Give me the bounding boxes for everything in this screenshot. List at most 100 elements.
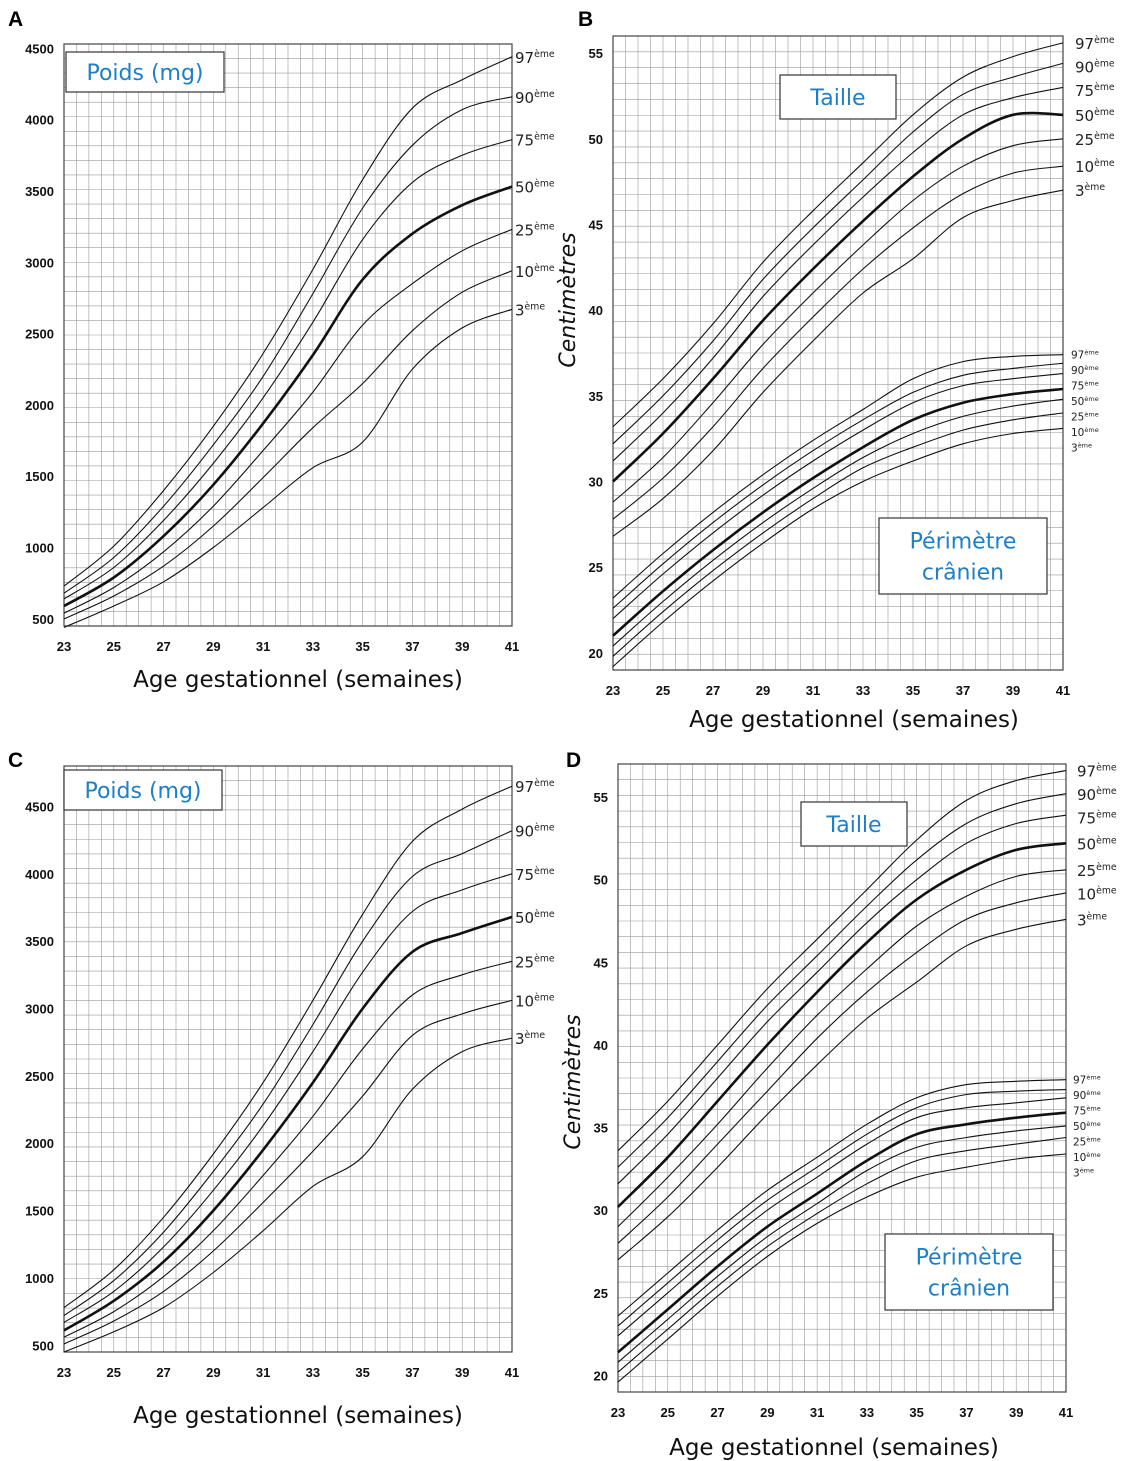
percentile-labels: 97ème 90ème 75ème 50ème 25ème 10ème 3ème 97ème 9… xyxy=(1073,763,1117,1180)
series-line-p50-perimetre xyxy=(612,387,1064,637)
chart-panel-d: 23 25 27 29 31 33 35 37 39 41 20 25 30 35 40 45 50 55 Age … xyxy=(561,749,1117,1461)
percentile-label-97: 97ème xyxy=(515,49,555,67)
percentile-label-75: 75ème xyxy=(515,866,555,884)
box-label-text: Poids (mg) xyxy=(84,779,201,804)
box-label: Taille xyxy=(779,74,897,120)
x-tick-label: 41 xyxy=(1056,683,1070,698)
series-line-p97-perimetre xyxy=(612,354,1064,599)
x-tick-label: 35 xyxy=(906,683,920,698)
percentile-label-10: 10ème xyxy=(1077,885,1117,903)
box-label-text: Taille xyxy=(825,813,881,838)
percentile-label-10: 10ème xyxy=(515,992,555,1010)
percentile-label-97: 97ème xyxy=(1077,763,1117,781)
percentile-label-90: 90ème xyxy=(515,823,555,841)
y-tick-label: 1500 xyxy=(25,469,54,484)
percentile-label-75: 75ème xyxy=(1073,1105,1101,1118)
percentile-label-50: 50ème xyxy=(1073,1120,1101,1133)
percentile-label-3: 3ème xyxy=(515,301,545,319)
box-label-frame xyxy=(65,51,225,93)
series-line-p97 xyxy=(63,785,513,1308)
box-label-frame xyxy=(884,1233,1054,1311)
series-line-p3-perimetre xyxy=(617,1153,1067,1383)
series-line-p25-taille xyxy=(612,138,1064,503)
x-tick-label: 37 xyxy=(405,1365,419,1380)
percentile-label-97: 97ème xyxy=(1071,349,1099,362)
box-label: Poids (mg) xyxy=(63,769,223,811)
x-tick-label: 39 xyxy=(455,1365,469,1380)
percentile-label-50: 50ème xyxy=(1071,395,1099,408)
y-tick-label: 20 xyxy=(594,1368,608,1383)
series-line-p90-perimetre xyxy=(617,1089,1067,1327)
percentile-labels: 97ème 90ème 75ème 50ème 25ème 10ème 3ème xyxy=(515,49,555,319)
y-axis-label: Centimètres xyxy=(561,1014,586,1149)
panel-letter: D xyxy=(566,749,581,772)
series-line-p3 xyxy=(63,1037,513,1353)
percentile-label-25: 25ème xyxy=(1071,411,1099,424)
chart-panel-a: 23 25 27 29 31 33 35 37 39 41 500 1000 1500 2000 2500 3… xyxy=(8,8,555,693)
x-tick-label: 27 xyxy=(156,1365,170,1380)
box-label: Taille xyxy=(800,801,908,847)
x-tick-label: 39 xyxy=(1009,1405,1023,1420)
x-tick-label: 33 xyxy=(306,639,320,654)
series-line-p3-taille xyxy=(617,918,1067,1261)
series-line-p75-perimetre xyxy=(617,1097,1067,1337)
series-line-p75-taille xyxy=(617,814,1067,1185)
x-axis-label: Age gestationnel (semaines) xyxy=(133,1403,463,1429)
x-tick-label: 27 xyxy=(710,1405,724,1420)
percentile-label-25: 25ème xyxy=(1077,862,1117,880)
x-tick-label: 39 xyxy=(455,639,469,654)
percentile-label-75: 75ème xyxy=(1077,810,1117,828)
box-label-frame xyxy=(878,517,1048,595)
series-line-p25-perimetre xyxy=(617,1125,1067,1363)
box-label-text: Taille xyxy=(809,86,865,111)
y-tick-label: 3500 xyxy=(25,934,54,949)
y-tick-label: 1000 xyxy=(25,1271,54,1286)
series-line-p90-taille xyxy=(612,62,1064,445)
series-line-p10-perimetre xyxy=(612,412,1064,657)
series-line-p3-perimetre xyxy=(612,427,1064,668)
x-tick-label: 29 xyxy=(756,683,770,698)
panel-letter: B xyxy=(578,8,593,31)
series-line-p10-perimetre xyxy=(617,1136,1067,1373)
x-tick-label: 29 xyxy=(206,639,220,654)
percentile-label-97: 97ème xyxy=(1073,1074,1101,1087)
x-tick-label: 31 xyxy=(810,1405,824,1420)
series-line-p90-perimetre xyxy=(612,362,1064,609)
box-label-text: Périmètre xyxy=(910,530,1017,555)
x-axis-label: Age gestationnel (semaines) xyxy=(133,667,463,693)
x-tick-label: 27 xyxy=(706,683,720,698)
box-label-text: Poids (mg) xyxy=(86,61,203,86)
plot-frame xyxy=(612,35,1064,671)
box-label-text: crânien xyxy=(928,1277,1010,1302)
box-label: Périmètre crânien xyxy=(878,517,1048,595)
series-line-p97-taille xyxy=(617,770,1067,1152)
series-line-p3-taille xyxy=(612,189,1064,537)
y-tick-label: 4000 xyxy=(25,113,54,128)
series-line-p75-perimetre xyxy=(612,373,1064,620)
x-tick-label: 33 xyxy=(856,683,870,698)
series-lines xyxy=(612,42,1064,668)
percentile-label-3: 3ème xyxy=(1075,182,1105,200)
series-line-p25 xyxy=(63,228,513,614)
y-tick-label: 55 xyxy=(589,46,603,61)
percentile-label-25: 25ème xyxy=(1075,131,1115,149)
box-label: Poids (mg) xyxy=(65,51,225,93)
series-lines xyxy=(617,770,1067,1383)
x-tick-label: 31 xyxy=(256,1365,270,1380)
y-tick-label: 45 xyxy=(594,955,608,970)
x-tick-label: 31 xyxy=(806,683,820,698)
series-lines xyxy=(63,785,513,1353)
percentile-label-50: 50ème xyxy=(515,179,555,197)
percentile-label-3: 3ème xyxy=(515,1030,545,1048)
x-tick-label: 25 xyxy=(656,683,670,698)
chart-panel-c: 23 25 27 29 31 33 35 37 39 41 500 1000 1500 2000 2500 3… xyxy=(8,749,555,1429)
x-tick-label: 23 xyxy=(611,1405,625,1420)
percentile-label-3: 3ème xyxy=(1073,1167,1094,1180)
y-tick-label: 25 xyxy=(589,560,603,575)
y-tick-label: 55 xyxy=(594,790,608,805)
x-tick-label: 25 xyxy=(107,639,121,654)
percentile-label-25: 25ème xyxy=(1073,1136,1101,1149)
y-axis-label: Centimètres xyxy=(556,232,581,367)
percentile-label-3: 3ème xyxy=(1077,911,1107,929)
percentile-label-90: 90ème xyxy=(1071,364,1099,377)
